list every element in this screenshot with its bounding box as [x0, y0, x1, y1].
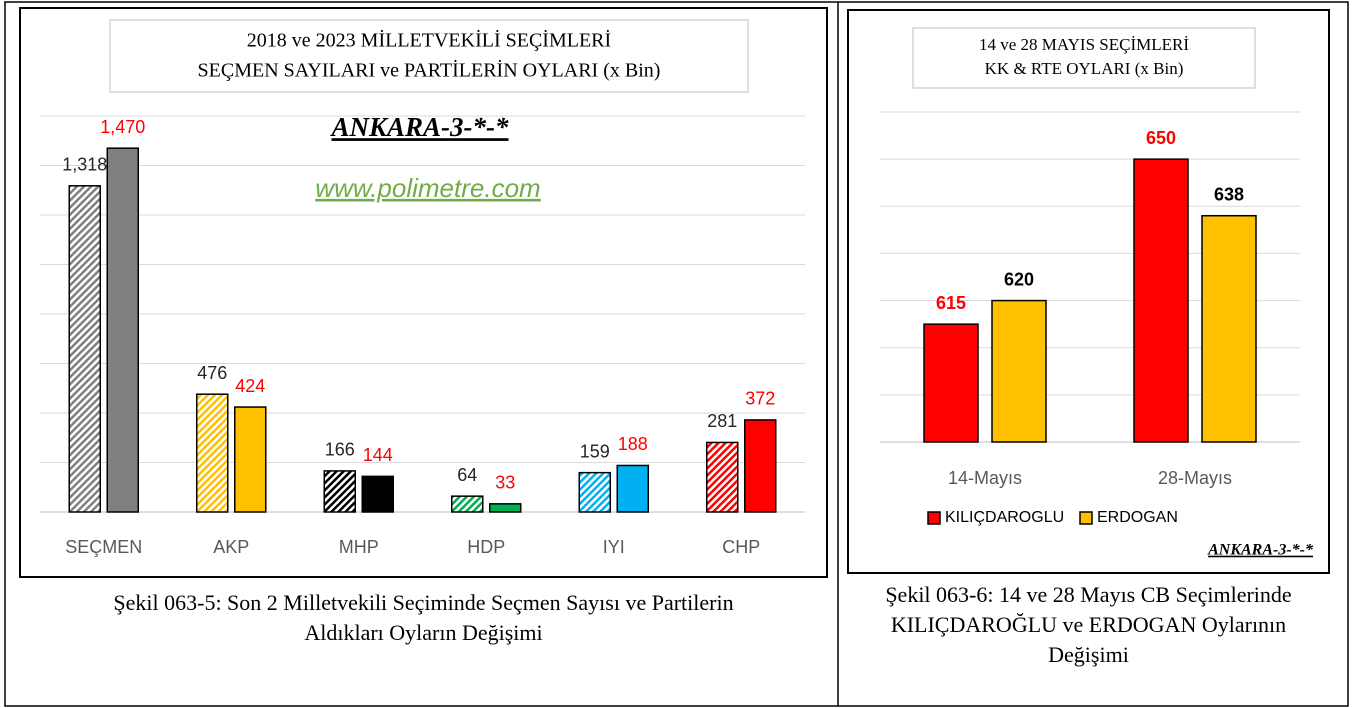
data-label: 188 [618, 434, 648, 454]
data-label: 166 [325, 440, 355, 460]
x-tick-label: AKP [213, 537, 249, 557]
bar [1133, 158, 1189, 443]
annotation: ANKARA-3-*-* [329, 112, 509, 142]
data-label: 372 [745, 389, 775, 409]
bar [1201, 214, 1257, 443]
x-tick-label: SEÇMEN [65, 537, 142, 557]
data-label: 1,470 [100, 117, 145, 137]
bar [616, 464, 649, 513]
bar [706, 441, 739, 513]
data-label: 424 [235, 376, 265, 396]
x-tick-label: CHP [722, 537, 760, 557]
legend-label: KILIÇDAROGLU [945, 509, 1064, 526]
bar [744, 419, 777, 513]
x-tick-label: 28-Mayıs [1158, 468, 1232, 488]
bar [323, 470, 356, 513]
x-tick-label: 14-Mayıs [948, 468, 1022, 488]
data-label: 650 [1146, 128, 1176, 148]
legend-label: ERDOGAN [1097, 509, 1178, 526]
bar [68, 185, 101, 513]
annotation: www.polimetre.com [315, 173, 540, 203]
data-label: 281 [707, 411, 737, 431]
x-tick-label: HDP [467, 537, 505, 557]
chart-frame [19, 7, 828, 578]
legend-swatch [1079, 511, 1093, 525]
data-label: 64 [457, 465, 477, 485]
bar [361, 475, 394, 513]
chart-title: 14 ve 28 MAYIS SEÇİMLERİ [979, 35, 1189, 54]
caption: Şekil 063-6: 14 ve 28 Mayıs CB Seçimleri… [885, 582, 1292, 667]
bar [234, 406, 267, 513]
x-tick-label: MHP [339, 537, 379, 557]
outer-border [4, 1, 1349, 707]
data-label: 615 [936, 293, 966, 313]
bar [923, 323, 979, 443]
x-tick-label: IYI [603, 537, 625, 557]
data-label: 144 [363, 445, 393, 465]
data-label: 33 [495, 473, 515, 493]
bar [578, 471, 611, 513]
chart-frame [847, 9, 1330, 574]
bar [991, 299, 1047, 443]
bar [451, 495, 484, 513]
annotation: ANKARA-3-*-* [1207, 542, 1314, 559]
data-label: 159 [580, 441, 610, 461]
chart-title: 2018 ve 2023 MİLLETVEKİLİ SEÇİMLERİ [247, 29, 611, 52]
legend-swatch [927, 511, 941, 525]
data-label: 620 [1004, 269, 1034, 289]
bar [106, 147, 139, 513]
data-label: 638 [1214, 184, 1244, 204]
chart-title: SEÇMEN SAYILARI ve PARTİLERİN OYLARI (x … [198, 59, 661, 82]
title-box [109, 19, 749, 93]
bar [489, 503, 522, 513]
bar [196, 393, 229, 513]
chart-title: KK & RTE OYLARI (x Bin) [985, 59, 1184, 78]
data-label: 476 [197, 363, 227, 383]
title-box [912, 27, 1256, 89]
caption: Şekil 063-5: Son 2 Milletvekili Seçimind… [113, 590, 734, 645]
data-label: 1,318 [62, 155, 107, 175]
